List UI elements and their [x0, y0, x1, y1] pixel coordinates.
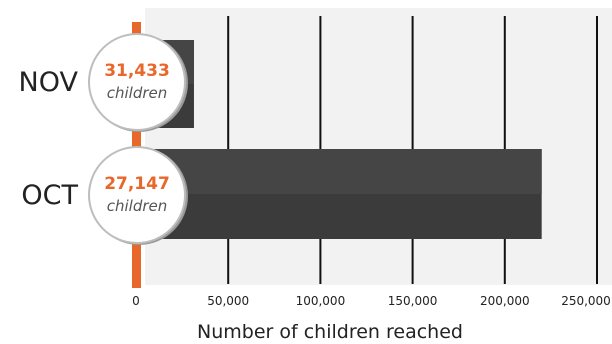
badge-circle [88, 33, 186, 131]
category-label: NOV [19, 67, 79, 98]
badge-number: 31,433 [104, 61, 170, 81]
badge-number: 27,147 [104, 174, 170, 194]
x-axis-title: Number of children reached [197, 321, 463, 343]
x-tick-label: 250,000 [561, 294, 611, 308]
x-tick-label: 100,000 [296, 294, 346, 308]
badge-unit: children [107, 84, 168, 102]
plot-background [145, 8, 612, 285]
category-labels: NOV OCT [19, 67, 79, 211]
x-tick-label: 200,000 [480, 294, 530, 308]
x-tick-label: 50,000 [207, 294, 249, 308]
tick-labels: 0 50,000 100,000 150,000 200,000 250,000 [132, 294, 611, 308]
badge-unit: children [107, 197, 168, 215]
bar-highlight [141, 149, 542, 194]
x-tick-label: 0 [132, 294, 140, 308]
category-label: OCT [21, 180, 78, 211]
badges: 31,433 children 27,147 children [88, 33, 188, 245]
x-tick-label: 150,000 [388, 294, 438, 308]
badge-circle [88, 146, 186, 244]
